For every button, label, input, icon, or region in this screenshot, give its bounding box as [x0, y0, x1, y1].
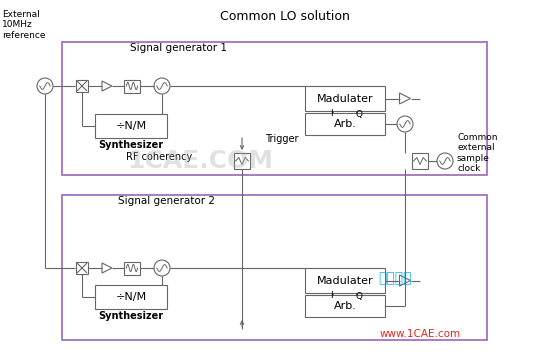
Bar [305, 86, 385, 111]
Text: www.1CAE.com: www.1CAE.com [379, 329, 460, 339]
Bar [62, 42, 487, 175]
Text: RF coherency: RF coherency [125, 152, 192, 162]
Text: I: I [330, 110, 332, 119]
Bar [76, 80, 88, 92]
Text: Arb.: Arb. [334, 301, 356, 311]
Text: Arb.: Arb. [334, 119, 356, 129]
Text: Common
external
sample
clock: Common external sample clock [457, 133, 498, 173]
Bar [124, 79, 140, 93]
Text: External
10MHz
reference: External 10MHz reference [2, 10, 45, 40]
Bar [76, 262, 88, 274]
Text: Signal generator 2: Signal generator 2 [118, 196, 215, 206]
Text: ÷N/M: ÷N/M [116, 292, 146, 302]
Bar [305, 113, 385, 135]
Bar [62, 195, 487, 340]
Bar [234, 153, 250, 169]
Bar [412, 153, 428, 169]
Text: Madulater: Madulater [317, 276, 373, 286]
Text: Madulater: Madulater [317, 94, 373, 104]
Text: Common LO solution: Common LO solution [220, 10, 350, 22]
Text: Q: Q [356, 292, 362, 300]
Bar [305, 295, 385, 317]
Bar [124, 262, 140, 274]
Text: 仿真在线: 仿真在线 [378, 271, 412, 285]
Text: Trigger: Trigger [265, 134, 299, 144]
Text: Signal generator 1: Signal generator 1 [130, 43, 227, 53]
Text: 1CAE.COM: 1CAE.COM [127, 149, 273, 173]
Text: ÷N/M: ÷N/M [116, 121, 146, 131]
Text: Q: Q [356, 110, 362, 119]
Text: I: I [330, 292, 332, 300]
Text: Synthesizer: Synthesizer [99, 140, 163, 150]
Bar [305, 268, 385, 293]
Bar [95, 285, 167, 309]
Bar [95, 114, 167, 138]
Text: Synthesizer: Synthesizer [99, 311, 163, 321]
